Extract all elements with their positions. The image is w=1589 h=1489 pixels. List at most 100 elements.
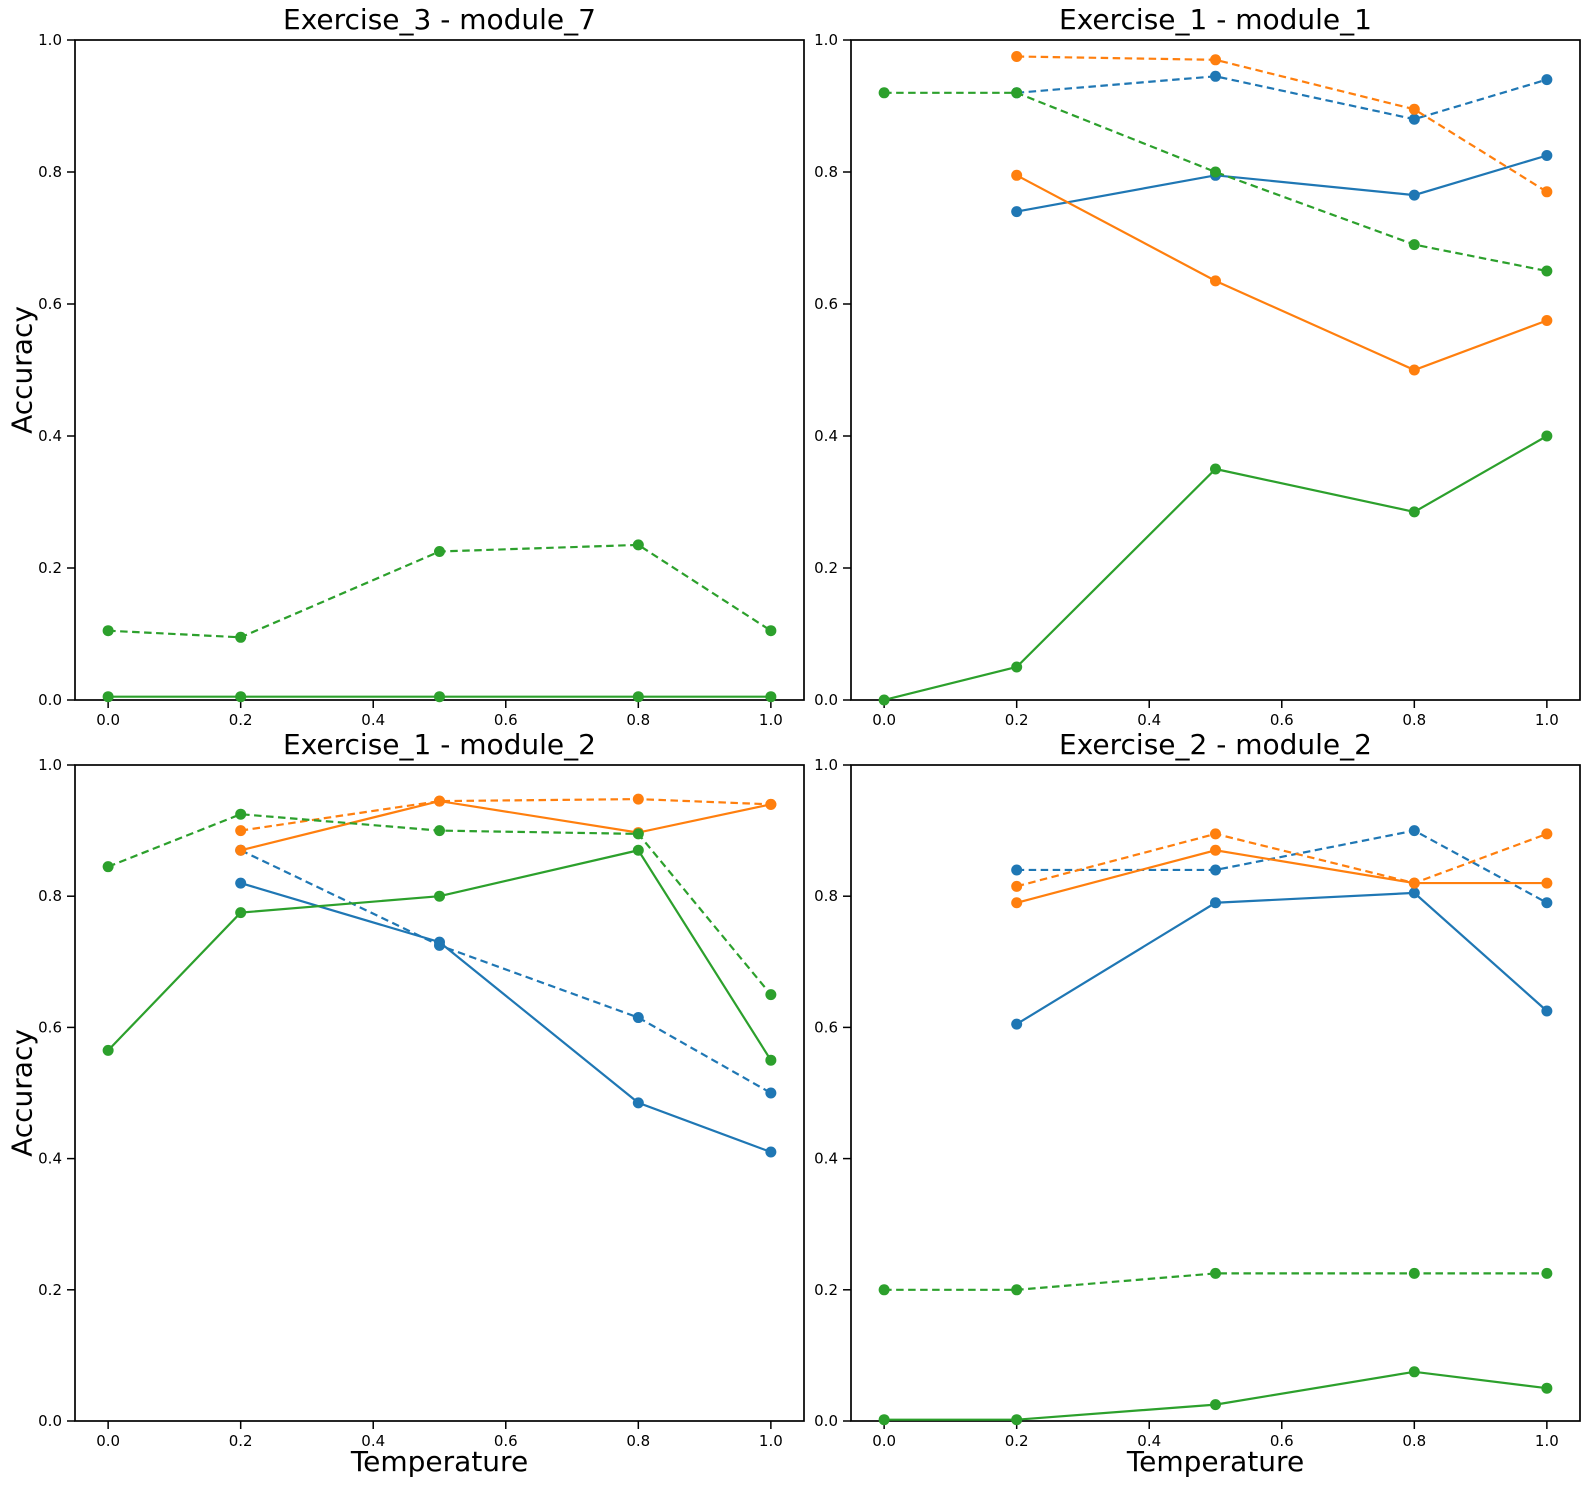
data-point-green-dashed (632, 539, 644, 551)
data-point-green-dashed (1408, 1267, 1420, 1279)
data-point-green-solid (1408, 1366, 1420, 1378)
data-point-blue-solid (1408, 887, 1420, 899)
data-point-orange-dashed (235, 825, 247, 837)
data-point-orange-dashed (1541, 186, 1553, 198)
y-tick-label: 0.0 (38, 691, 62, 709)
data-point-orange-solid (235, 844, 247, 856)
data-point-green-solid (878, 694, 890, 706)
data-point-orange-dashed (632, 793, 644, 805)
data-point-orange-dashed (1210, 828, 1221, 840)
data-point-orange-dashed (1011, 51, 1023, 62)
x-tick-label: 0.4 (1137, 1432, 1161, 1450)
x-tick-label: 1.0 (759, 1432, 783, 1450)
x-tick-label: 0.6 (1270, 1432, 1294, 1450)
y-tick-label: 0.6 (814, 1018, 838, 1036)
y-tick-label: 0.0 (38, 1412, 62, 1430)
y-axis-label-accuracy-top: Accuracy (5, 306, 39, 434)
y-tick-label: 1.0 (38, 31, 62, 49)
series-line-orange-solid (1016, 849, 1547, 904)
series-line-blue-solid (240, 882, 772, 1154)
data-point-blue-solid (1210, 897, 1221, 909)
x-tick-label: 0.0 (96, 711, 120, 729)
x-tick-label: 0.6 (494, 1432, 518, 1450)
data-point-green-dashed (878, 87, 890, 99)
data-point-blue-dashed (1541, 74, 1553, 86)
y-tick-label: 0.8 (814, 887, 838, 905)
y-tick-label: 0.4 (814, 427, 838, 445)
series-line-blue-solid (1016, 154, 1548, 213)
data-point-blue-dashed (1210, 70, 1221, 82)
x-tick-label: 0.0 (872, 711, 896, 729)
data-point-blue-solid (632, 1097, 644, 1109)
x-tick-label: 0.4 (361, 711, 385, 729)
data-point-blue-dashed (1408, 825, 1420, 837)
x-tick-label: 0.2 (1005, 711, 1029, 729)
series-line-blue-solid (1016, 891, 1548, 1026)
data-point-orange-solid (1011, 897, 1023, 909)
data-point-green-dashed (1210, 166, 1221, 178)
data-point-blue-dashed (434, 939, 445, 951)
data-point-green-dashed (102, 625, 114, 637)
data-point-orange-dashed (765, 798, 777, 810)
series-line-blue-dashed (1016, 829, 1548, 904)
x-tick-label: 0.8 (626, 711, 650, 729)
data-point-blue-dashed (1408, 113, 1420, 125)
data-point-green-solid (1210, 463, 1221, 475)
data-point-green-dashed (1011, 87, 1023, 99)
subplot-0: 0.0 0.2 0.4 0.6 0.8 1.0 0.0 0.2 0.4 0.6 0.8 1.0 (38, 31, 805, 729)
y-tick-label: 0.8 (814, 163, 838, 181)
y-tick-label: 0.8 (38, 163, 62, 181)
plot-area (850, 764, 1581, 1422)
data-point-green-solid (632, 844, 644, 856)
data-point-blue-dashed (1210, 864, 1221, 876)
y-tick-label: 0.0 (814, 1412, 838, 1430)
y-tick-label: 0.4 (814, 1150, 838, 1168)
data-point-blue-dashed (1541, 897, 1553, 909)
y-tick-label: 0.4 (38, 427, 62, 445)
data-point-orange-solid (1408, 364, 1420, 376)
y-tick-label: 0.6 (38, 295, 62, 313)
series-line-orange-dashed (1016, 832, 1548, 888)
y-tick-label: 1.0 (814, 31, 838, 49)
x-axis-label-temperature-left: Temperature (350, 1445, 529, 1478)
data-point-green-solid (1011, 1414, 1023, 1426)
x-tick-label: 1.0 (759, 711, 783, 729)
data-point-blue-solid (1011, 206, 1023, 218)
series-line-orange-dashed (1016, 55, 1548, 193)
y-tick-label: 0.0 (814, 691, 838, 709)
data-point-green-dashed (765, 989, 777, 1001)
y-tick-label: 0.2 (814, 559, 838, 577)
data-point-blue-solid (1408, 189, 1420, 201)
x-tick-label: 0.4 (1137, 711, 1161, 729)
plot-area (850, 39, 1581, 701)
data-point-green-dashed (1408, 239, 1420, 251)
y-axis-label-accuracy-bottom: Accuracy (5, 1029, 39, 1157)
data-point-green-solid (1541, 430, 1553, 442)
series-line-blue-dashed (1016, 75, 1548, 121)
data-point-green-solid (235, 907, 247, 919)
y-tick-label: 0.2 (814, 1281, 838, 1299)
chart-title-exercise2-module2: Exercise_2 - module_2 (1059, 728, 1372, 761)
x-tick-label: 0.8 (1402, 1432, 1426, 1450)
x-tick-label: 0.6 (1270, 711, 1294, 729)
data-point-green-solid (1011, 661, 1023, 673)
chart-title-exercise1-module1: Exercise_1 - module_1 (1059, 3, 1372, 36)
data-point-green-solid (765, 691, 777, 703)
y-tick-label: 0.4 (38, 1150, 62, 1168)
data-point-orange-solid (1210, 844, 1221, 856)
data-point-orange-solid (1541, 877, 1553, 889)
data-point-green-dashed (434, 825, 445, 837)
data-point-orange-dashed (1541, 828, 1553, 840)
data-point-blue-dashed (632, 1012, 644, 1024)
data-point-orange-solid (1541, 315, 1553, 326)
data-point-blue-dashed (1011, 864, 1023, 876)
x-axis-label-temperature-right: Temperature (1126, 1445, 1305, 1478)
y-tick-label: 0.6 (814, 295, 838, 313)
data-point-blue-solid (1541, 1005, 1553, 1017)
data-point-orange-dashed (434, 795, 445, 807)
subplot-3: 0.0 0.2 0.4 0.6 0.8 1.0 0.0 0.2 0.4 0.6 0.8 1.0 (814, 756, 1581, 1450)
x-tick-label: 1.0 (1535, 711, 1559, 729)
x-tick-label: 1.0 (1535, 1432, 1559, 1450)
x-tick-label: 0.8 (626, 1432, 650, 1450)
